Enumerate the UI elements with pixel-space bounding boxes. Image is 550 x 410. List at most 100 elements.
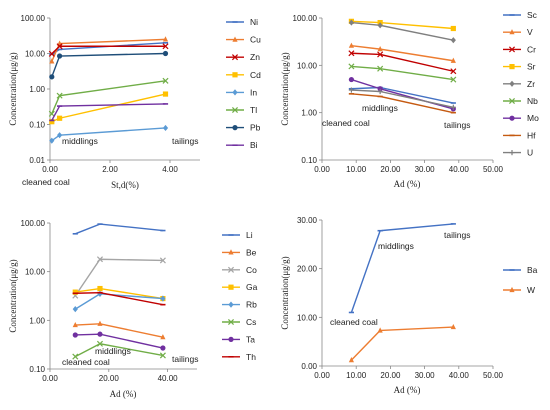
data-point-in [57, 132, 63, 139]
x-tick-label: 20.00 [380, 165, 401, 174]
legend-marker [509, 150, 515, 156]
marker-stroke [159, 352, 166, 359]
y-tick-label: 20.00 [297, 265, 318, 274]
data-point-w [348, 357, 355, 363]
y-tick-label: 1.00 [29, 85, 45, 94]
legend-marker [509, 286, 515, 293]
series-line-sr [351, 20, 454, 30]
marker-stroke [159, 257, 166, 264]
data-point-in [49, 137, 55, 144]
y-axis-title: Concentration(μg/g) [8, 52, 18, 125]
legend-label-zn: Zn [250, 52, 260, 62]
x-axis-title: Ad (%) [394, 385, 421, 395]
data-point-rb [72, 306, 78, 313]
legend-marker [509, 115, 515, 121]
legend-label-tl: Tl [250, 105, 257, 115]
x-tick-label: 20.00 [380, 371, 401, 380]
x-tick-label: 0.00 [42, 165, 58, 174]
series-line-ni [51, 42, 166, 55]
data-point-u [348, 87, 355, 93]
data-point-w [377, 327, 383, 333]
legend-label-pb: Pb [250, 123, 261, 133]
data-point-tl [48, 110, 55, 117]
series-line-ba [350, 223, 454, 313]
legend-label-cs: Cs [246, 317, 256, 327]
data-point-u [450, 104, 456, 110]
annotation-middlings: middlings [362, 103, 398, 113]
chart-panel-3: 0.10 1.00 10.00 100.00 0.00 20.00 40.00 Concent… [8, 219, 258, 399]
data-point-ta [72, 332, 78, 338]
data-point-v [450, 57, 456, 63]
legend-marker [228, 249, 234, 255]
legend-label-nb: Nb [527, 96, 538, 106]
x-tick-label: 10.00 [346, 371, 367, 380]
chart-panel-1: 0.01 0.10 1.00 10.00 100.00 0.00 2.00 4.00 Conce… [8, 14, 261, 190]
x-tick-label: 10.00 [346, 165, 367, 174]
legend-marker [509, 29, 515, 35]
marker-stroke [348, 50, 355, 57]
x-tick-label: 50.00 [483, 165, 504, 174]
data-point-cs [96, 340, 104, 347]
legend-label-li: Li [246, 230, 253, 240]
marker-stroke [72, 353, 79, 360]
data-point-cs [159, 352, 166, 359]
y-tick-label: 10.00 [297, 313, 318, 322]
annotation-tailings: tailings [444, 120, 470, 130]
y-tick-label: 0.10 [301, 156, 317, 165]
legend-marker [231, 106, 239, 114]
legend-marker [231, 54, 239, 61]
x-axis-title: Ad (%) [110, 389, 137, 399]
y-tick-label: 0.10 [29, 365, 45, 374]
y-tick-label: 1.00 [29, 316, 45, 325]
marker-stroke [48, 110, 55, 117]
annotation-tailings: tailings [172, 136, 198, 146]
marker-stroke [227, 266, 235, 273]
data-point-co [159, 257, 166, 264]
x-tick-label: 2.00 [102, 165, 118, 174]
x-tick-label: 20.00 [99, 374, 120, 383]
data-point-cr [377, 51, 384, 58]
data-point-tl [162, 77, 169, 84]
data-point-cr [348, 50, 355, 57]
y-tick-label: 1.00 [301, 109, 317, 118]
legend-label-bi: Bi [250, 140, 258, 150]
data-point-zr [450, 37, 456, 44]
x-tick-label: 0.00 [314, 371, 330, 380]
marker-stroke [96, 340, 104, 347]
x-tick-label: 30.00 [415, 371, 436, 380]
series-line-pb [51, 52, 166, 78]
data-point-zn [48, 50, 55, 57]
legend-label-w: W [527, 285, 535, 295]
legend-label-in: In [250, 87, 257, 97]
series-line-cd [51, 93, 166, 123]
data-point-cd [49, 119, 55, 125]
data-point-ta [97, 331, 103, 337]
legend-label-cd: Cd [250, 70, 261, 80]
legend-label-th: Th [246, 352, 256, 362]
marker-stroke [231, 54, 239, 61]
data-point-in [162, 124, 169, 132]
data-point-w [450, 323, 456, 330]
x-tick-label: 0.00 [314, 165, 330, 174]
marker-stroke [162, 77, 169, 84]
legend-marker [228, 284, 234, 290]
marker-stroke [377, 65, 384, 72]
data-point-nb [348, 63, 355, 70]
data-point-zn [162, 43, 169, 50]
series-line-cu [51, 38, 166, 62]
y-axis-title: Concentration(μg/g) [280, 256, 290, 329]
legend-marker [232, 36, 238, 42]
legend-label-cr: Cr [527, 44, 536, 54]
annotation-tailings: tailings [444, 230, 470, 240]
series-line-w [350, 326, 454, 361]
data-point-nb [377, 65, 384, 72]
y-tick-label: 0.00 [301, 362, 317, 371]
data-point-zr [377, 22, 383, 29]
marker-stroke [162, 43, 169, 50]
chart-panel-2: 0.10 1.00 10.00 100.00 0.00 10.00 20.00 30.00 40… [280, 10, 539, 189]
marker-stroke [450, 68, 457, 75]
data-point-cu [162, 36, 169, 42]
annotation-middlings: middlings [378, 241, 414, 251]
